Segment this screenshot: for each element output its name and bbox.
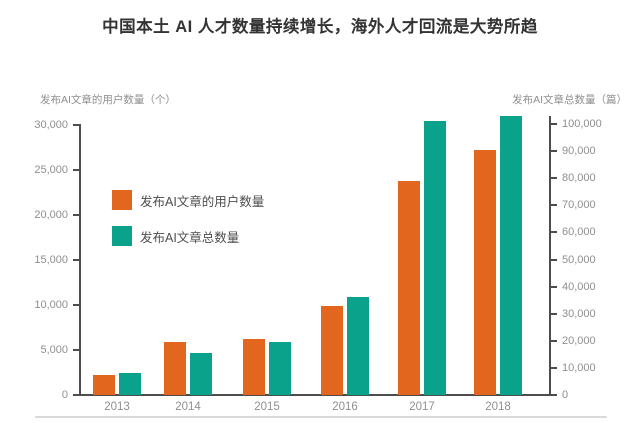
x-axis-label-2015: 2015 <box>254 401 280 413</box>
bar-articles-2018 <box>500 115 522 395</box>
bar-group-2014 <box>164 341 212 395</box>
right-axis-title: 发布AI文章总数量（篇） <box>512 94 627 106</box>
left-axis-line <box>79 124 81 395</box>
right-axis-tick <box>551 231 557 234</box>
x-axis-label-2016: 2016 <box>332 401 358 413</box>
left-axis-tick-label: 25,000 <box>34 164 68 176</box>
x-axis-label-2013: 2013 <box>104 401 130 413</box>
right-axis-tick-label: 30,000 <box>562 307 596 320</box>
right-axis-tick-label: 20,000 <box>562 334 596 347</box>
bar-group-2015 <box>243 339 291 395</box>
bar-users-2015 <box>243 339 265 395</box>
legend-label-articles: 发布AI文章总数量 <box>140 230 240 245</box>
legend: 发布AI文章的用户数量 发布AI文章总数量 <box>112 190 264 262</box>
right-axis-tick-label: 90,000 <box>562 145 596 158</box>
right-axis-tick-label: 40,000 <box>562 280 596 293</box>
right-axis-tick <box>551 285 557 288</box>
bar-articles-2014 <box>190 353 212 395</box>
x-axis-label-2014: 2014 <box>175 401 201 413</box>
bar-group-2016 <box>321 297 369 395</box>
bar-articles-2015 <box>269 341 291 395</box>
bar-users-2017 <box>398 180 420 395</box>
left-axis-tick-label: 20,000 <box>34 209 68 221</box>
right-axis-tick-label: 80,000 <box>562 172 596 185</box>
bar-group-2017 <box>398 121 446 395</box>
right-axis-tick <box>551 394 557 396</box>
left-axis-tick-label: 5,000 <box>40 344 68 356</box>
bar-articles-2017 <box>424 121 446 395</box>
legend-item-users: 发布AI文章的用户数量 <box>112 190 264 210</box>
left-axis-tick-label: 30,000 <box>34 119 68 131</box>
left-axis-tick <box>73 349 79 351</box>
plot-area: 0 5,000 10,000 15,000 20,000 25,000 30,000 0 10,… <box>34 113 602 413</box>
left-axis-tick-label: 10,000 <box>34 299 68 311</box>
legend-item-articles: 发布AI文章总数量 <box>112 226 264 246</box>
bar-users-2013 <box>93 375 115 395</box>
bar-group-2018 <box>474 115 522 395</box>
right-axis-tick-label: 10,000 <box>562 361 596 374</box>
articles-series-swatch-icon <box>112 226 132 246</box>
chart-title: 中国本土 AI 人才数量持续增长，海外人才回流是大势所趋 <box>102 18 538 36</box>
right-axis-tick-label: 60,000 <box>562 226 596 239</box>
x-axis-label-2018: 2018 <box>485 401 511 413</box>
right-axis-tick <box>551 366 557 369</box>
left-axis-tick-label: 0 <box>61 389 68 401</box>
x-axis-line <box>75 394 555 396</box>
bar-group-2013 <box>93 373 141 395</box>
users-series-swatch-icon <box>112 190 132 210</box>
left-axis-tick <box>73 124 79 126</box>
right-axis-tick-label: 100,000 <box>562 118 602 130</box>
left-axis-tick <box>73 304 79 306</box>
bar-users-2018 <box>474 150 496 395</box>
bar-users-2016 <box>321 305 343 395</box>
right-axis-tick-label: 70,000 <box>562 199 596 212</box>
right-axis-tick <box>551 150 557 153</box>
bar-articles-2013 <box>119 373 141 395</box>
right-axis-tick-label: 50,000 <box>562 253 596 266</box>
right-axis-tick-label: 0 <box>562 389 569 401</box>
left-axis-tick <box>73 214 79 216</box>
left-axis-title: 发布AI文章的用户数量（个） <box>40 94 176 106</box>
left-axis-tick <box>73 394 79 396</box>
right-axis-tick <box>551 204 557 207</box>
right-axis-line <box>549 116 551 395</box>
left-axis-tick-label: 15,000 <box>34 254 68 266</box>
right-axis-tick <box>551 258 557 261</box>
bottom-divider <box>35 416 607 418</box>
left-axis-tick <box>73 169 79 171</box>
legend-label-users: 发布AI文章的用户数量 <box>140 194 265 209</box>
bar-users-2014 <box>164 341 186 395</box>
right-axis-tick <box>551 177 557 180</box>
right-axis-tick <box>551 123 557 125</box>
left-axis-tick <box>73 259 79 261</box>
x-axis-label-2017: 2017 <box>409 401 435 413</box>
right-axis-tick <box>551 312 557 315</box>
right-axis-tick <box>551 339 557 342</box>
bar-articles-2016 <box>347 297 369 395</box>
